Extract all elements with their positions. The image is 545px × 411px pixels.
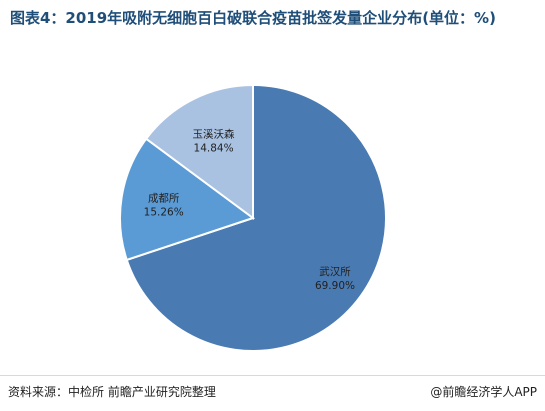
slice-category-label: 成都所 (148, 193, 180, 205)
slice-category-label: 玉溪沃森 (193, 128, 235, 141)
footer-divider (0, 375, 545, 376)
pie-slice-2 (144, 83, 254, 220)
pie-slice-0 (125, 83, 387, 352)
pie-slice-1 (119, 137, 256, 262)
brand-label: @前瞻经济学人APP (430, 385, 537, 399)
slice-category-label: 武汉所 (319, 265, 351, 278)
slice-value-label: 69.90% (315, 280, 355, 292)
source-note: 资料来源：中检所 前瞻产业研究院整理 (8, 385, 216, 399)
pie-labels: 武汉所 69.90% 成都所 15.26% 玉溪沃森 14.84% (144, 128, 355, 293)
slice-value-label: 14.84% (194, 143, 234, 155)
pie-slices (119, 83, 387, 352)
chart-title: 图表4：2019年吸附无细胞百白破联合疫苗批签发量企业分布(单位：%) (10, 9, 496, 27)
slice-value-label: 15.26% (144, 207, 184, 219)
